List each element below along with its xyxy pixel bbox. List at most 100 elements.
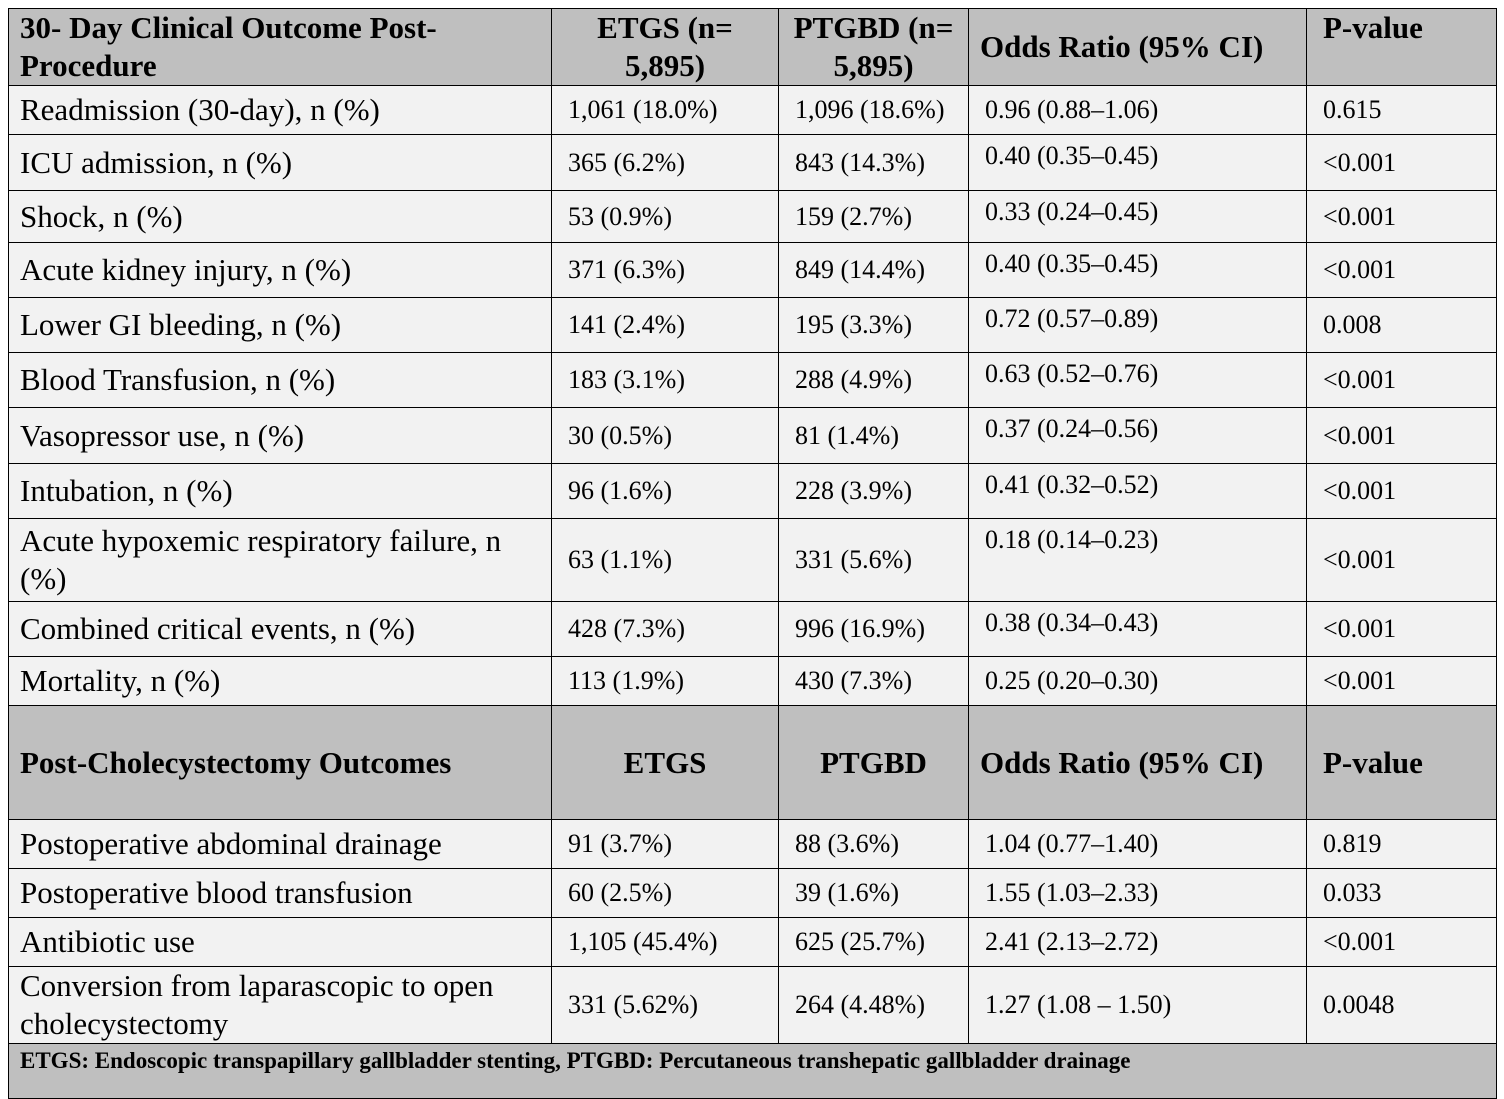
section1-header-row: 30- Day Clinical Outcome Post-Procedure …	[8, 8, 1497, 86]
section2-header-row: Post-Cholecystectomy Outcomes ETGS PTGBD…	[8, 705, 1497, 820]
outcome-label: Lower GI bleeding, n (%)	[8, 297, 552, 353]
outcome-label: Vasopressor use, n (%)	[8, 407, 552, 464]
header-etgs: ETGS	[551, 705, 779, 820]
odds-ratio-value: 0.40 (0.35–0.45)	[968, 242, 1307, 298]
footnote-row: ETGS: Endoscopic transpapillary gallblad…	[8, 1043, 1497, 1099]
odds-ratio-value: 0.37 (0.24–0.56)	[968, 407, 1307, 464]
footnote: ETGS: Endoscopic transpapillary gallblad…	[8, 1043, 1497, 1099]
header-etgs: ETGS (n= 5,895)	[551, 8, 779, 86]
outcomes-table: 30- Day Clinical Outcome Post-Procedure …	[8, 8, 1497, 1099]
ptgbd-value: 195 (3.3%)	[778, 297, 969, 353]
table-row: Acute kidney injury, n (%) 371 (6.3%) 84…	[8, 242, 1497, 298]
table-row: Antibiotic use 1,105 (45.4%) 625 (25.7%)…	[8, 917, 1497, 967]
table-row: Readmission (30-day), n (%) 1,061 (18.0%…	[8, 85, 1497, 135]
ptgbd-value: 264 (4.48%)	[778, 966, 969, 1044]
odds-ratio-value: 0.18 (0.14–0.23)	[968, 518, 1307, 602]
table-row: Vasopressor use, n (%) 30 (0.5%) 81 (1.4…	[8, 407, 1497, 464]
odds-ratio-value: 1.04 (0.77–1.40)	[968, 819, 1307, 869]
etgs-value: 371 (6.3%)	[551, 242, 779, 298]
table-row: Mortality, n (%) 113 (1.9%) 430 (7.3%) 0…	[8, 656, 1497, 706]
ptgbd-value: 88 (3.6%)	[778, 819, 969, 869]
p-value: 0.008	[1306, 297, 1497, 353]
odds-ratio-value: 2.41 (2.13–2.72)	[968, 917, 1307, 967]
ptgbd-value: 843 (14.3%)	[778, 134, 969, 191]
outcome-label: Conversion from laparascopic to open cho…	[8, 966, 552, 1044]
table-row: Lower GI bleeding, n (%) 141 (2.4%) 195 …	[8, 297, 1497, 353]
outcome-label: Postoperative blood transfusion	[8, 868, 552, 918]
etgs-value: 63 (1.1%)	[551, 518, 779, 602]
table-row: Postoperative abdominal drainage 91 (3.7…	[8, 819, 1497, 869]
odds-ratio-value: 0.41 (0.32–0.52)	[968, 463, 1307, 519]
ptgbd-value: 849 (14.4%)	[778, 242, 969, 298]
ptgbd-value: 430 (7.3%)	[778, 656, 969, 706]
ptgbd-value: 81 (1.4%)	[778, 407, 969, 464]
etgs-value: 1,061 (18.0%)	[551, 85, 779, 135]
p-value: <0.001	[1306, 352, 1497, 408]
ptgbd-value: 39 (1.6%)	[778, 868, 969, 918]
p-value: <0.001	[1306, 917, 1497, 967]
table-row: Postoperative blood transfusion 60 (2.5%…	[8, 868, 1497, 918]
ptgbd-value: 159 (2.7%)	[778, 190, 969, 243]
p-value: 0.0048	[1306, 966, 1497, 1044]
ptgbd-value: 288 (4.9%)	[778, 352, 969, 408]
header-odds-ratio: Odds Ratio (95% CI)	[968, 8, 1307, 86]
odds-ratio-value: 0.40 (0.35–0.45)	[968, 134, 1307, 191]
etgs-value: 141 (2.4%)	[551, 297, 779, 353]
odds-ratio-value: 0.33 (0.24–0.45)	[968, 190, 1307, 243]
outcome-label: Mortality, n (%)	[8, 656, 552, 706]
header-outcome: 30- Day Clinical Outcome Post-Procedure	[8, 8, 552, 86]
outcome-label: Acute hypoxemic respiratory failure, n (…	[8, 518, 552, 602]
odds-ratio-value: 0.38 (0.34–0.43)	[968, 601, 1307, 657]
table-row: Combined critical events, n (%) 428 (7.3…	[8, 601, 1497, 657]
odds-ratio-value: 0.96 (0.88–1.06)	[968, 85, 1307, 135]
outcome-label: ICU admission, n (%)	[8, 134, 552, 191]
p-value: 0.033	[1306, 868, 1497, 918]
ptgbd-value: 228 (3.9%)	[778, 463, 969, 519]
header-p-value: P-value	[1306, 705, 1497, 820]
etgs-value: 53 (0.9%)	[551, 190, 779, 243]
ptgbd-value: 996 (16.9%)	[778, 601, 969, 657]
table-row: Conversion from laparascopic to open cho…	[8, 966, 1497, 1044]
p-value: <0.001	[1306, 518, 1497, 602]
etgs-value: 365 (6.2%)	[551, 134, 779, 191]
header-ptgbd: PTGBD (n= 5,895)	[778, 8, 969, 86]
outcomes-table-container: 30- Day Clinical Outcome Post-Procedure …	[8, 8, 1497, 1099]
odds-ratio-value: 0.25 (0.20–0.30)	[968, 656, 1307, 706]
odds-ratio-value: 0.72 (0.57–0.89)	[968, 297, 1307, 353]
header-p-value: P-value	[1306, 8, 1497, 86]
p-value: <0.001	[1306, 407, 1497, 464]
p-value: <0.001	[1306, 463, 1497, 519]
header-outcome: Post-Cholecystectomy Outcomes	[8, 705, 552, 820]
etgs-value: 1,105 (45.4%)	[551, 917, 779, 967]
p-value: <0.001	[1306, 601, 1497, 657]
table-row: Intubation, n (%) 96 (1.6%) 228 (3.9%) 0…	[8, 463, 1497, 519]
p-value: 0.615	[1306, 85, 1497, 135]
table-row: Blood Transfusion, n (%) 183 (3.1%) 288 …	[8, 352, 1497, 408]
etgs-value: 30 (0.5%)	[551, 407, 779, 464]
etgs-value: 91 (3.7%)	[551, 819, 779, 869]
ptgbd-value: 331 (5.6%)	[778, 518, 969, 602]
p-value: <0.001	[1306, 190, 1497, 243]
outcome-label: Intubation, n (%)	[8, 463, 552, 519]
p-value: 0.819	[1306, 819, 1497, 869]
header-odds-ratio: Odds Ratio (95% CI)	[968, 705, 1307, 820]
etgs-value: 113 (1.9%)	[551, 656, 779, 706]
outcome-label: Readmission (30-day), n (%)	[8, 85, 552, 135]
outcome-label: Combined critical events, n (%)	[8, 601, 552, 657]
odds-ratio-value: 1.55 (1.03–2.33)	[968, 868, 1307, 918]
outcome-label: Antibiotic use	[8, 917, 552, 967]
outcome-label: Acute kidney injury, n (%)	[8, 242, 552, 298]
ptgbd-value: 625 (25.7%)	[778, 917, 969, 967]
outcome-label: Shock, n (%)	[8, 190, 552, 243]
etgs-value: 96 (1.6%)	[551, 463, 779, 519]
etgs-value: 183 (3.1%)	[551, 352, 779, 408]
p-value: <0.001	[1306, 656, 1497, 706]
odds-ratio-value: 0.63 (0.52–0.76)	[968, 352, 1307, 408]
etgs-value: 60 (2.5%)	[551, 868, 779, 918]
etgs-value: 331 (5.62%)	[551, 966, 779, 1044]
p-value: <0.001	[1306, 134, 1497, 191]
table-row: ICU admission, n (%) 365 (6.2%) 843 (14.…	[8, 134, 1497, 191]
table-row: Shock, n (%) 53 (0.9%) 159 (2.7%) 0.33 (…	[8, 190, 1497, 243]
odds-ratio-value: 1.27 (1.08 – 1.50)	[968, 966, 1307, 1044]
outcome-label: Postoperative abdominal drainage	[8, 819, 552, 869]
